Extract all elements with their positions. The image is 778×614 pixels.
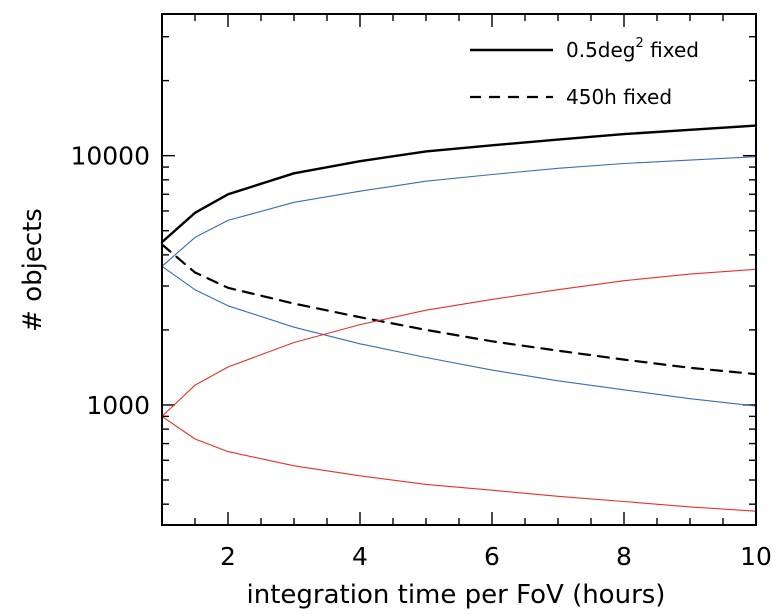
series-line-2 xyxy=(161,156,757,267)
series-line-5 xyxy=(161,415,757,512)
legend: 0.5deg2 fixed 450h fixed xyxy=(470,36,699,109)
x-tick-label: 2 xyxy=(220,542,236,571)
y-axis-label: # objects xyxy=(18,208,48,332)
plot-frame xyxy=(161,13,757,526)
series-line-0 xyxy=(160,124,758,244)
x-tick-label: 6 xyxy=(484,542,500,571)
legend-label-0-main: 0.5deg xyxy=(566,38,636,62)
x-axis-label: integration time per FoV (hours) xyxy=(247,580,666,610)
legend-label-0: 0.5deg2 fixed xyxy=(566,36,699,62)
series-line-4 xyxy=(161,268,757,417)
x-tick-label: 8 xyxy=(616,542,632,571)
labels-layer: 2 4 6 8 10 1000 10000 xyxy=(70,142,771,571)
legend-label-0-superscript: 2 xyxy=(636,36,644,51)
series-line-3 xyxy=(161,265,757,407)
x-tick-label: 4 xyxy=(352,542,368,571)
legend-label-1: 450h fixed xyxy=(566,85,672,109)
y-tick-label: 10000 xyxy=(70,142,150,171)
legend-label-0-tail: fixed xyxy=(644,38,699,62)
series-line-1 xyxy=(160,243,758,376)
ticks-layer xyxy=(161,14,757,525)
series-layer xyxy=(160,124,758,512)
x-tick-label: 10 xyxy=(740,542,772,571)
y-tick-label: 1000 xyxy=(86,391,150,420)
